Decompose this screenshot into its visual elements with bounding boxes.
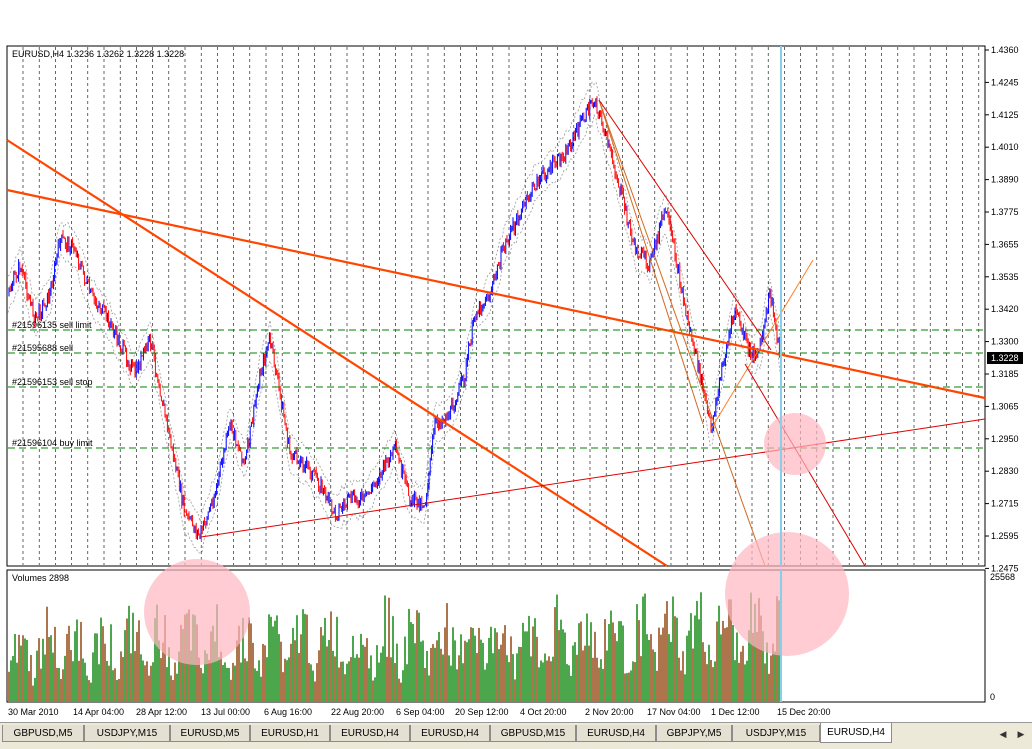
terminal-top-area — [0, 0, 1032, 40]
chart-tab[interactable]: EURUSD,H4 — [410, 725, 490, 742]
time-label: 28 Apr 12:00 — [136, 707, 187, 717]
price-level-label: 1.3300 — [991, 337, 1019, 347]
price-level-label: 1.4010 — [991, 142, 1019, 152]
order-label: #21596104 buy limit — [12, 438, 93, 448]
chart-tab[interactable]: USDJPY,M15 — [84, 725, 170, 742]
volume-max-label: 25568 — [990, 572, 1015, 582]
price-level-label: 1.3535 — [991, 272, 1019, 282]
price-chart[interactable]: #21596135 sell limit #21595688 sell #21596… — [5, 44, 1029, 720]
chart-tab[interactable]: GBPUSD,M5 — [2, 725, 84, 742]
price-level-label: 1.3420 — [991, 304, 1019, 314]
chart-tab[interactable]: EURUSD,H4 — [820, 723, 892, 743]
time-label: 17 Nov 04:00 — [647, 707, 701, 717]
highlight-circle-volume-right — [725, 532, 849, 656]
current-price-text: 1.3228 — [991, 353, 1019, 363]
fan-line-3[interactable] — [598, 99, 772, 351]
time-axis: 30 Mar 2010 14 Apr 04:00 28 Apr 12:00 13 Ju… — [8, 707, 831, 717]
order-label: #21596153 sell stop — [12, 377, 93, 387]
tab-scroll-right-icon[interactable]: ▶ — [1017, 729, 1025, 739]
price-level-label: 1.4360 — [991, 45, 1019, 55]
price-level-label: 1.2715 — [991, 499, 1019, 509]
tab-scroll-left-icon[interactable]: ◀ — [999, 729, 1007, 739]
chart-tab[interactable]: EURUSD,H1 — [250, 725, 330, 742]
price-level-label: 1.2475 — [991, 563, 1019, 573]
trendline-resistance[interactable] — [6, 188, 986, 400]
envelope-upper — [7, 81, 781, 522]
time-label: 22 Aug 20:00 — [331, 707, 384, 717]
time-label: 1 Dec 12:00 — [711, 707, 760, 717]
price-level-label: 1.3655 — [991, 239, 1019, 249]
price-pane[interactable] — [6, 45, 986, 567]
time-label: 6 Sep 04:00 — [396, 707, 445, 717]
price-level-label: 1.3775 — [991, 207, 1019, 217]
time-label: 20 Sep 12:00 — [455, 707, 509, 717]
current-price-badge — [987, 352, 1023, 364]
price-level-label: 1.2950 — [991, 434, 1019, 444]
chart-tab[interactable]: EURUSD,H4 — [330, 725, 410, 742]
fan-line-4[interactable] — [710, 259, 814, 430]
time-label: 2 Nov 20:00 — [585, 707, 634, 717]
time-label: 6 Aug 16:00 — [264, 707, 312, 717]
order-label: #21595688 sell — [12, 343, 73, 353]
highlight-circle-price — [764, 413, 826, 475]
time-label: 15 Dec 20:00 — [777, 707, 831, 717]
chart-tab[interactable]: GBPUSD,M15 — [490, 725, 576, 742]
chart-tab[interactable]: GBPJPY,M5 — [656, 725, 732, 742]
chart-tab-bar: GBPUSD,M5 USDJPY,M15 EURUSD,M5 EURUSD,H1 EUR… — [0, 722, 1032, 749]
time-label: 30 Mar 2010 — [8, 707, 59, 717]
trendline-support[interactable] — [200, 418, 986, 538]
fan-line-1[interactable] — [598, 99, 704, 425]
volume-indicator-label: Volumes 2898 — [12, 573, 69, 583]
price-level-label: 1.3890 — [991, 175, 1019, 185]
volume-min-label: 0 — [990, 692, 995, 702]
envelope-lower — [7, 113, 781, 554]
price-level-label: 1.4125 — [991, 110, 1019, 120]
fan-line-2[interactable] — [598, 99, 766, 567]
price-level-label: 1.3185 — [991, 369, 1019, 379]
time-label: 13 Jul 00:00 — [201, 707, 250, 717]
chart-tab[interactable]: USDJPY,M15 — [732, 725, 820, 742]
time-label: 4 Oct 20:00 — [520, 707, 567, 717]
price-level-label: 1.3065 — [991, 401, 1019, 411]
price-axis: 1.4360 1.4245 1.4125 1.4010 1.3890 1.3775 1.36… — [985, 45, 1019, 573]
price-level-label: 1.2595 — [991, 531, 1019, 541]
trendline-descending-long[interactable] — [6, 139, 668, 567]
chart-info-label: EURUSD,H4 1.3236 1.3262 1.3228 1.3228 — [12, 49, 184, 59]
time-label: 14 Apr 04:00 — [73, 707, 124, 717]
highlight-circle-volume-left — [144, 559, 250, 665]
order-label: #21596135 sell limit — [12, 320, 92, 330]
price-level-label: 1.2830 — [991, 466, 1019, 476]
price-level-label: 1.4245 — [991, 77, 1019, 87]
chart-tab[interactable]: EURUSD,M5 — [170, 725, 250, 742]
chart-window[interactable]: #21596135 sell limit #21595688 sell #21596… — [5, 44, 1029, 720]
chart-tab[interactable]: EURUSD,H4 — [576, 725, 656, 742]
